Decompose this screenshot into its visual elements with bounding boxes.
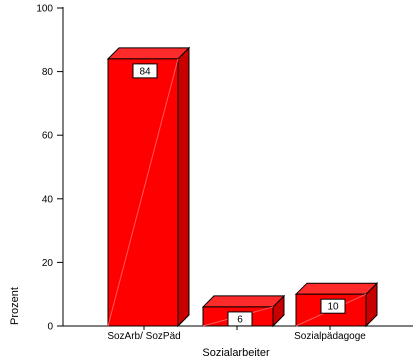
data-label-box — [320, 298, 346, 314]
bar-1: 84 — [106, 46, 191, 328]
bar-3: 10 — [294, 281, 379, 328]
bar-side-face — [177, 46, 190, 328]
x-axis-title: Sozialarbeiter — [202, 347, 270, 359]
y-tick-label: 60 — [42, 131, 54, 142]
y-axis-title: Prozent — [9, 287, 21, 325]
data-label: 6 — [237, 314, 243, 325]
data-label-box — [227, 311, 253, 327]
bar-top-face — [294, 282, 379, 295]
y-tick-label: 0 — [47, 322, 53, 333]
x-tick-label: SozArb/ SozPäd — [107, 331, 180, 342]
y-tick-label: 100 — [36, 4, 53, 15]
data-label: 10 — [327, 302, 339, 313]
bar-top-face — [201, 295, 286, 308]
y-ticks: 0 20 40 60 80 100 — [36, 4, 63, 333]
x-tick-label: Sozialpädagoge — [294, 331, 366, 342]
bars: 84 6 10 — [106, 46, 379, 328]
y-tick-label: 20 — [42, 258, 54, 269]
y-tick-label: 40 — [42, 194, 54, 205]
bar-top-face — [106, 47, 191, 60]
data-label-box — [132, 63, 158, 79]
x-ticks: SozArb/ SozPäd Sozialpädagoge — [107, 326, 366, 342]
bar-2: 6 — [201, 294, 286, 328]
y-tick-label: 80 — [42, 67, 54, 78]
bar-shading-line — [107, 58, 179, 327]
data-label: 84 — [139, 66, 151, 77]
